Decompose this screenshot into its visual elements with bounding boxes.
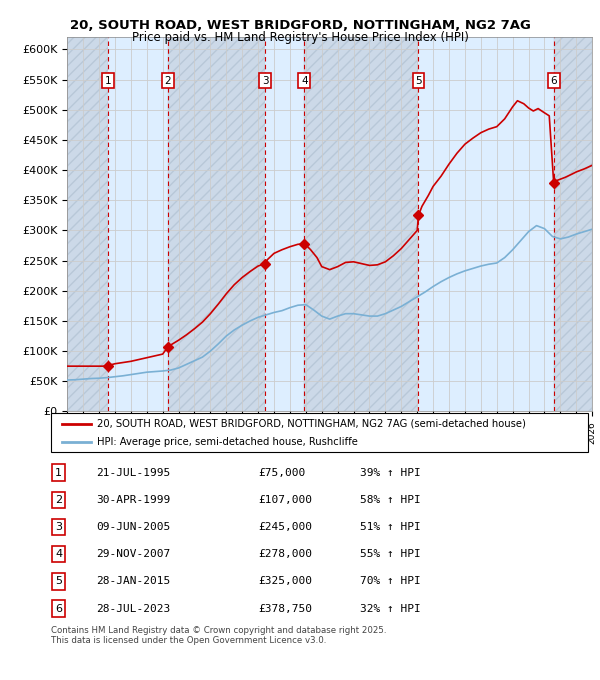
Text: 4: 4 — [301, 76, 308, 86]
Text: 20, SOUTH ROAD, WEST BRIDGFORD, NOTTINGHAM, NG2 7AG (semi-detached house): 20, SOUTH ROAD, WEST BRIDGFORD, NOTTINGH… — [97, 419, 526, 429]
Text: £107,000: £107,000 — [258, 495, 312, 505]
Text: 5: 5 — [55, 577, 62, 586]
Text: 55% ↑ HPI: 55% ↑ HPI — [360, 549, 421, 559]
Bar — [168, 37, 265, 411]
Text: 30-APR-1999: 30-APR-1999 — [96, 495, 170, 505]
Text: 58% ↑ HPI: 58% ↑ HPI — [360, 495, 421, 505]
Text: £325,000: £325,000 — [258, 577, 312, 586]
Text: 2: 2 — [164, 76, 171, 86]
Text: 2: 2 — [55, 495, 62, 505]
Text: 39% ↑ HPI: 39% ↑ HPI — [360, 468, 421, 477]
Bar — [554, 37, 592, 411]
Text: 1: 1 — [55, 468, 62, 477]
Bar — [67, 37, 108, 411]
Text: 3: 3 — [55, 522, 62, 532]
Text: 70% ↑ HPI: 70% ↑ HPI — [360, 577, 421, 586]
Text: 6: 6 — [550, 76, 557, 86]
Text: 1: 1 — [104, 76, 111, 86]
Text: 28-JAN-2015: 28-JAN-2015 — [96, 577, 170, 586]
Text: £278,000: £278,000 — [258, 549, 312, 559]
Text: 51% ↑ HPI: 51% ↑ HPI — [360, 522, 421, 532]
Text: 6: 6 — [55, 604, 62, 613]
Text: 4: 4 — [55, 549, 62, 559]
Text: £378,750: £378,750 — [258, 604, 312, 613]
Text: 21-JUL-1995: 21-JUL-1995 — [96, 468, 170, 477]
Text: 28-JUL-2023: 28-JUL-2023 — [96, 604, 170, 613]
Text: 3: 3 — [262, 76, 268, 86]
Text: 20, SOUTH ROAD, WEST BRIDGFORD, NOTTINGHAM, NG2 7AG: 20, SOUTH ROAD, WEST BRIDGFORD, NOTTINGH… — [70, 19, 530, 32]
Bar — [168, 37, 265, 411]
Text: 32% ↑ HPI: 32% ↑ HPI — [360, 604, 421, 613]
Bar — [108, 37, 168, 411]
Bar — [304, 37, 418, 411]
Bar — [554, 37, 592, 411]
Text: 5: 5 — [415, 76, 422, 86]
Text: 09-JUN-2005: 09-JUN-2005 — [96, 522, 170, 532]
Bar — [67, 37, 108, 411]
Bar — [304, 37, 418, 411]
Text: £245,000: £245,000 — [258, 522, 312, 532]
FancyBboxPatch shape — [51, 413, 588, 452]
Text: 29-NOV-2007: 29-NOV-2007 — [96, 549, 170, 559]
Text: £75,000: £75,000 — [258, 468, 305, 477]
Text: Price paid vs. HM Land Registry's House Price Index (HPI): Price paid vs. HM Land Registry's House … — [131, 31, 469, 44]
Text: Contains HM Land Registry data © Crown copyright and database right 2025.
This d: Contains HM Land Registry data © Crown c… — [51, 626, 386, 645]
Text: HPI: Average price, semi-detached house, Rushcliffe: HPI: Average price, semi-detached house,… — [97, 437, 358, 447]
Bar — [418, 37, 554, 411]
Bar — [265, 37, 304, 411]
